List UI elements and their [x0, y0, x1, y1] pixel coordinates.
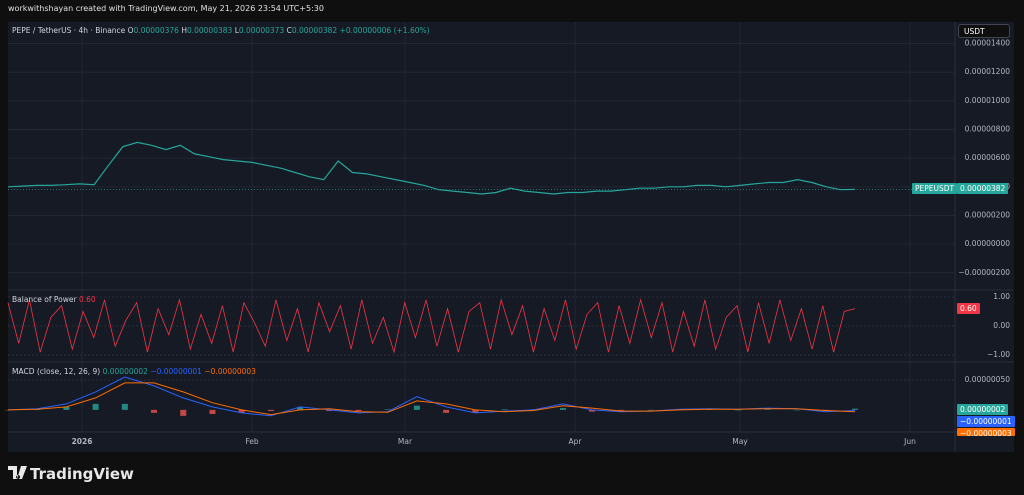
bop-title: Balance of Power [12, 295, 77, 304]
histogram-bar [852, 408, 858, 410]
macd-hist-value: 0.00000002 [102, 367, 148, 376]
currency-button[interactable]: USDT [958, 24, 1010, 38]
y-tick-label: 0.00001400 [965, 38, 1011, 47]
y-tick-label: 0.00000200 [965, 210, 1011, 219]
time-label: Jun [903, 437, 916, 446]
bop-legend: Balance of Power 0.60 [12, 295, 96, 304]
symbol-badge: PEPEUSDT [912, 183, 958, 194]
open-label: O [127, 26, 134, 35]
y-tick-label: −1.00 [987, 350, 1010, 359]
y-tick-label: 0.00000600 [965, 153, 1011, 162]
y-tick-label: 0.00 [993, 321, 1010, 330]
hist-badge: 0.00000002 [957, 404, 1009, 415]
series-line [7, 382, 856, 416]
top-bar: workwithshayan created with TradingView.… [8, 4, 324, 13]
histogram-bar [647, 409, 654, 411]
histogram-bar [5, 409, 11, 411]
y-tick-label: 0.00001000 [965, 96, 1011, 105]
histogram-bar [589, 409, 596, 412]
time-label: May [732, 437, 748, 446]
open: 0.00000376 [133, 26, 179, 35]
time-label: Apr [569, 437, 583, 446]
histogram-bar [559, 408, 566, 410]
histogram-bar [735, 409, 742, 411]
histogram-bar [297, 406, 304, 410]
high-label: H [181, 26, 187, 35]
high: 0.00000383 [186, 26, 233, 35]
time-label: 2026 [72, 437, 93, 446]
symbol: PEPE / TetherUS · 4h · Binance [12, 26, 126, 35]
macd-title: MACD (close, 12, 26, 9) [12, 367, 101, 376]
y-tick-label: 1.00 [993, 292, 1010, 301]
y-tick-label: −0.00000200 [958, 268, 1010, 277]
brand: TradingView [30, 465, 134, 483]
price-badge: 0.00000382 [957, 183, 1009, 194]
histogram-bar [472, 409, 479, 413]
histogram-bar [121, 403, 128, 410]
histogram-bar [764, 409, 771, 410]
histogram-bar [209, 409, 216, 415]
histogram-bar [180, 409, 187, 416]
signal-value: −0.00000003 [204, 367, 256, 376]
histogram-bar [151, 409, 158, 413]
close: 0.00000382 [291, 26, 338, 35]
bop-value: 0.60 [78, 295, 96, 304]
time-label: Feb [245, 437, 259, 446]
histogram-bar [443, 409, 450, 413]
signal-badge: −0.00000003 [957, 428, 1015, 436]
y-tick-label: 0.00000800 [965, 124, 1011, 133]
series-line [7, 141, 856, 195]
brand-logo [8, 466, 27, 479]
time-label: Mar [398, 437, 413, 446]
y-tick-label: 0.00000050 [965, 375, 1011, 384]
low: 0.00000373 [238, 26, 285, 35]
histogram-bar [92, 403, 99, 410]
low-label: L [234, 26, 239, 35]
chart-frame [8, 22, 1014, 452]
macd-value: −0.00000001 [150, 367, 202, 376]
histogram-bar [355, 409, 362, 412]
y-tick-label: 0.00001200 [965, 67, 1011, 76]
macd-legend: MACD (close, 12, 26, 9) 0.00000002 −0.00… [12, 367, 256, 376]
histogram-bar [238, 409, 245, 413]
change: +0.00000006 (+1.60%) [339, 26, 430, 35]
macd-badge: −0.00000001 [957, 416, 1015, 427]
histogram-bar [267, 409, 274, 412]
histogram-bar [793, 409, 800, 411]
close-label: C [286, 26, 292, 35]
series-line [7, 376, 856, 417]
series-line [7, 298, 856, 354]
histogram-bar [501, 409, 508, 410]
legend-header: PEPE / TetherUS · 4h · Binance O0.000003… [12, 26, 430, 35]
y-tick-label: 0.00000000 [965, 239, 1011, 248]
bop-badge: 0.60 [957, 303, 980, 314]
histogram-bar [384, 409, 391, 410]
histogram-bar [63, 406, 70, 410]
histogram-bar [618, 409, 625, 411]
histogram-bar [413, 405, 420, 410]
histogram-bar [326, 409, 333, 412]
